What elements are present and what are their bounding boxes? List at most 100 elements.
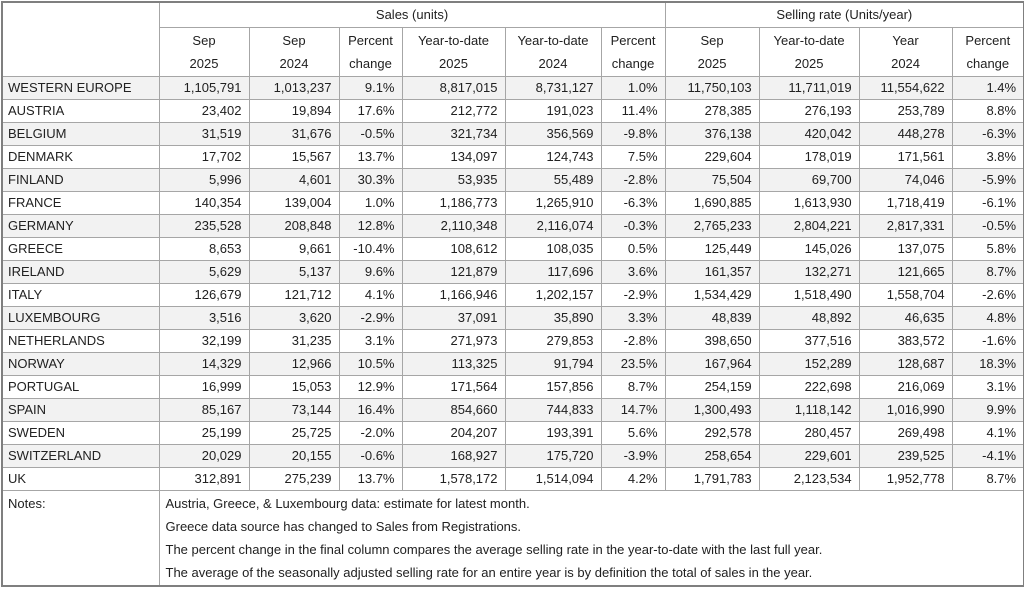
value-cell: 1,558,704 [858,282,953,307]
value-cell: 275,239 [248,466,340,491]
table-row: IRELAND 5,629 5,137 9.6% 121,879 117,696 3.6% 1… [1,259,1024,284]
country-cell: FINLAND [1,167,160,192]
value-cell: 55,489 [504,167,602,192]
value-cell: 16.4% [338,397,403,422]
country-cell: ITALY [1,282,160,307]
value-cell: 37,091 [401,305,506,330]
value-cell: 12.8% [338,213,403,238]
value-cell: 48,892 [758,305,860,330]
value-cell: 8.7% [951,466,1024,491]
value-cell: 14,329 [158,351,250,376]
value-cell: -0.3% [600,213,666,238]
value-cell: 46,635 [858,305,953,330]
value-cell: 3,620 [248,305,340,330]
value-cell: 8,731,127 [504,75,602,100]
table-row: GERMANY 235,528 208,848 12.8% 2,110,348 2,116… [1,213,1024,238]
value-cell: 2,110,348 [401,213,506,238]
value-cell: 178,019 [758,144,860,169]
value-cell: 279,853 [504,328,602,353]
value-cell: 161,357 [664,259,760,284]
value-cell: 239,525 [858,443,953,468]
value-cell: 17.6% [338,98,403,123]
value-cell: 1,016,990 [858,397,953,422]
value-cell: -10.4% [338,236,403,261]
value-cell: 3,516 [158,305,250,330]
value-cell: -3.9% [600,443,666,468]
country-cell: NORWAY [1,351,160,376]
value-cell: 145,026 [758,236,860,261]
value-cell: 5,629 [158,259,250,284]
value-cell: 1,013,237 [248,75,340,100]
column-header: Percent change [338,26,403,77]
notes-text: Austria, Greece, & Luxembourg data: esti… [158,489,1024,586]
value-cell: 1,265,910 [504,190,602,215]
value-cell: 191,023 [504,98,602,123]
value-cell: 356,569 [504,121,602,146]
value-cell: 1,952,778 [858,466,953,491]
value-cell: 31,676 [248,121,340,146]
value-cell: 398,650 [664,328,760,353]
value-cell: 376,138 [664,121,760,146]
value-cell: 3.8% [951,144,1024,169]
country-cell: IRELAND [1,259,160,284]
value-cell: 19,894 [248,98,340,123]
value-cell: 132,271 [758,259,860,284]
column-header-row: Sep 2025 Sep 2024 Percent change Year-to-date 2… [2,26,1024,77]
value-cell: 3.6% [600,259,666,284]
value-cell: 73,144 [248,397,340,422]
value-cell: 2,804,221 [758,213,860,238]
value-cell: 9,661 [248,236,340,261]
value-cell: 1,202,157 [504,282,602,307]
value-cell: 1,118,142 [758,397,860,422]
value-cell: 16,999 [158,374,250,399]
value-cell: 139,004 [248,190,340,215]
value-cell: 91,794 [504,351,602,376]
value-cell: 12,966 [248,351,340,376]
value-cell: 1,718,419 [858,190,953,215]
value-cell: 18.3% [951,351,1024,376]
value-cell: 124,743 [504,144,602,169]
value-cell: 31,519 [158,121,250,146]
notes-label: Notes: [1,489,160,586]
value-cell: 1,514,094 [504,466,602,491]
country-cell: SWITZERLAND [1,443,160,468]
value-cell: 258,654 [664,443,760,468]
value-cell: 208,848 [248,213,340,238]
column-header: Sep 2024 [248,26,340,77]
value-cell: 9.6% [338,259,403,284]
table-row: SWEDEN 25,199 25,725 -2.0% 204,207 193,391 5.6… [1,420,1024,445]
value-cell: 15,567 [248,144,340,169]
value-cell: 134,097 [401,144,506,169]
value-cell: 20,029 [158,443,250,468]
value-cell: -6.3% [600,190,666,215]
value-cell: 4,601 [248,167,340,192]
table-body: WESTERN EUROPE 1,105,791 1,013,237 9.1% 8,81… [1,75,1024,491]
table-row: WESTERN EUROPE 1,105,791 1,013,237 9.1% 8,81… [1,75,1024,100]
value-cell: 271,973 [401,328,506,353]
value-cell: 11,554,622 [858,75,953,100]
value-cell: 14.7% [600,397,666,422]
value-cell: 377,516 [758,328,860,353]
value-cell: 12.9% [338,374,403,399]
value-cell: -1.6% [951,328,1024,353]
country-cell: UK [1,466,160,491]
value-cell: 1.0% [600,75,666,100]
value-cell: -2.8% [600,167,666,192]
table-row: GREECE 8,653 9,661 -10.4% 108,612 108,035 0.5%… [1,236,1024,261]
value-cell: 448,278 [858,121,953,146]
value-cell: -2.6% [951,282,1024,307]
notes-line: Austria, Greece, & Luxembourg data: esti… [165,495,530,511]
value-cell: 8,817,015 [401,75,506,100]
value-cell: -6.1% [951,190,1024,215]
value-cell: 25,725 [248,420,340,445]
table-row: AUSTRIA 23,402 19,894 17.6% 212,772 191,023 11… [1,98,1024,123]
value-cell: 175,720 [504,443,602,468]
value-cell: 1.0% [338,190,403,215]
value-cell: 152,289 [758,351,860,376]
value-cell: -4.1% [951,443,1024,468]
country-cell: GERMANY [1,213,160,238]
value-cell: 1,186,773 [401,190,506,215]
value-cell: 1,166,946 [401,282,506,307]
table-row: SWITZERLAND 20,029 20,155 -0.6% 168,927 175,7… [1,443,1024,468]
value-cell: 168,927 [401,443,506,468]
